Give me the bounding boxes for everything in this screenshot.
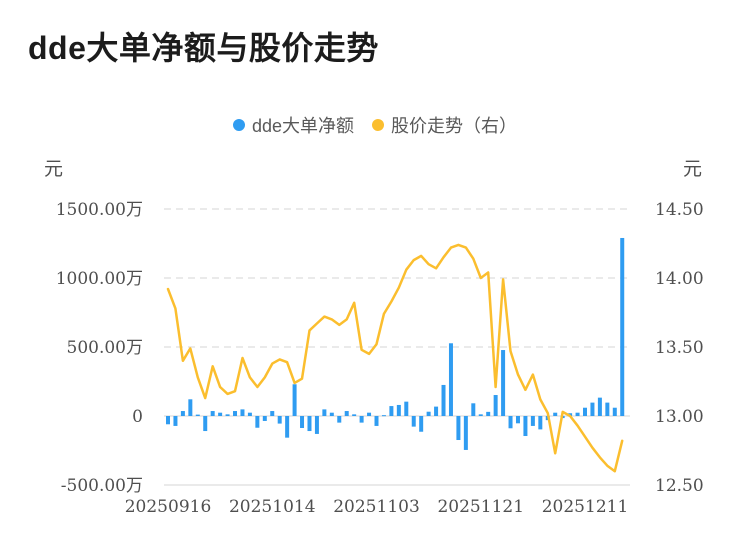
legend-circle-icon-blue — [232, 119, 245, 131]
x-axis-tick-label: 20250916 — [125, 497, 212, 517]
bar-dde-net — [426, 411, 431, 416]
bar-dde-net — [448, 343, 453, 416]
bar-dde-net — [270, 411, 275, 416]
left-axis-unit: 元 — [44, 158, 64, 180]
bar-dde-net — [523, 416, 528, 437]
bar-dde-net — [277, 416, 282, 424]
bar-dde-net — [389, 406, 394, 416]
left-axis-tick-label: 500.00万 — [67, 338, 143, 358]
bar-dde-net — [530, 416, 535, 426]
right-axis-tick-label: 14.50 — [655, 200, 704, 220]
right-axis-unit: 元 — [683, 158, 703, 180]
bar-dde-net — [247, 412, 252, 416]
price-line — [166, 243, 624, 473]
right-axis-tick-label: 14.00 — [655, 269, 704, 289]
bar-dde-net — [597, 397, 602, 416]
legend-item-price: 股价走势（右） — [372, 112, 517, 138]
legend-item-dde-net: dde大单净额 — [232, 112, 355, 138]
bar-dde-net — [166, 416, 170, 425]
bar-dde-net — [188, 399, 193, 416]
x-axis-tick-label: 20251103 — [333, 497, 420, 517]
bar-dde-net — [501, 350, 506, 416]
bar-dde-net — [203, 416, 208, 432]
bar-dde-net — [434, 406, 439, 416]
legend-circle-icon-orange — [372, 119, 385, 131]
legend-label-dde-net: dde大单净额 — [251, 116, 355, 136]
bar-dde-net — [352, 414, 357, 416]
bar-dde-net — [240, 409, 245, 416]
bar-dde-net — [396, 404, 401, 416]
bar-dde-net — [173, 416, 178, 426]
bar-dde-net — [307, 416, 312, 432]
bar-dde-net — [463, 416, 468, 450]
left-axis-tick-label: -500.00万 — [61, 476, 143, 496]
bar-dde-net — [344, 411, 349, 416]
x-axis-tick-label: 20251121 — [437, 497, 524, 517]
bar-dde-net — [322, 409, 327, 416]
bar-dde-net — [456, 416, 461, 441]
left-axis-tick-label: 1000.00万 — [56, 269, 143, 289]
bar-dde-net — [515, 416, 520, 424]
bar-dde-net — [367, 412, 372, 416]
legend-label-price: 股价走势（右） — [391, 116, 518, 136]
bar-dde-net — [381, 415, 386, 417]
bar-dde-net — [486, 411, 491, 416]
bar-dde-net — [553, 412, 558, 416]
bar-dde-net — [441, 384, 446, 416]
bar-dde-net — [374, 416, 379, 426]
bar-dde-net — [538, 416, 543, 430]
bar-dde-net — [285, 416, 290, 438]
x-axis-tick-label: 20251211 — [542, 497, 629, 517]
bar-dde-net — [605, 402, 610, 416]
bar-dde-net — [419, 416, 424, 432]
bar-dde-net — [300, 416, 305, 429]
bar-dde-net — [225, 414, 230, 416]
bar-dde-net — [583, 407, 587, 416]
bar-dde-net — [575, 412, 580, 416]
bar-dde-net — [210, 411, 215, 416]
bar-dde-net — [404, 401, 409, 416]
bar-dde-net — [314, 416, 319, 434]
bar-dde-net — [612, 407, 617, 416]
bar-dde-net — [195, 414, 200, 416]
right-axis-tick-label: 12.50 — [655, 476, 704, 496]
bar-dde-net — [493, 395, 498, 416]
bar-dde-net — [180, 411, 185, 416]
bar-dde-net — [471, 403, 476, 416]
bar-dde-net — [337, 416, 342, 423]
left-axis-tick-label: 0 — [132, 407, 143, 427]
x-axis-tick-label: 20251014 — [229, 497, 316, 517]
bar-dde-net — [508, 416, 513, 429]
right-axis-tick-label: 13.00 — [655, 407, 704, 427]
bar-dde-net — [218, 412, 223, 416]
bar-dde-net — [478, 414, 483, 416]
bar-dde-net — [411, 416, 416, 427]
page-title: dde大单净额与股价走势 — [28, 30, 379, 66]
right-axis-tick-label: 13.50 — [655, 338, 704, 358]
legend: dde大单净额 股价走势（右） — [0, 112, 750, 138]
bar-dde-net — [620, 237, 625, 416]
bar-dde-net — [255, 416, 260, 428]
bar-dde-net — [262, 416, 267, 421]
bar-dde-net — [359, 416, 364, 423]
bar-dde-net — [233, 411, 238, 416]
bar-dde-net — [590, 402, 595, 416]
left-axis-tick-label: 1500.00万 — [56, 200, 143, 220]
bar-dde-net — [329, 412, 334, 416]
bar-dde-net — [292, 384, 297, 416]
